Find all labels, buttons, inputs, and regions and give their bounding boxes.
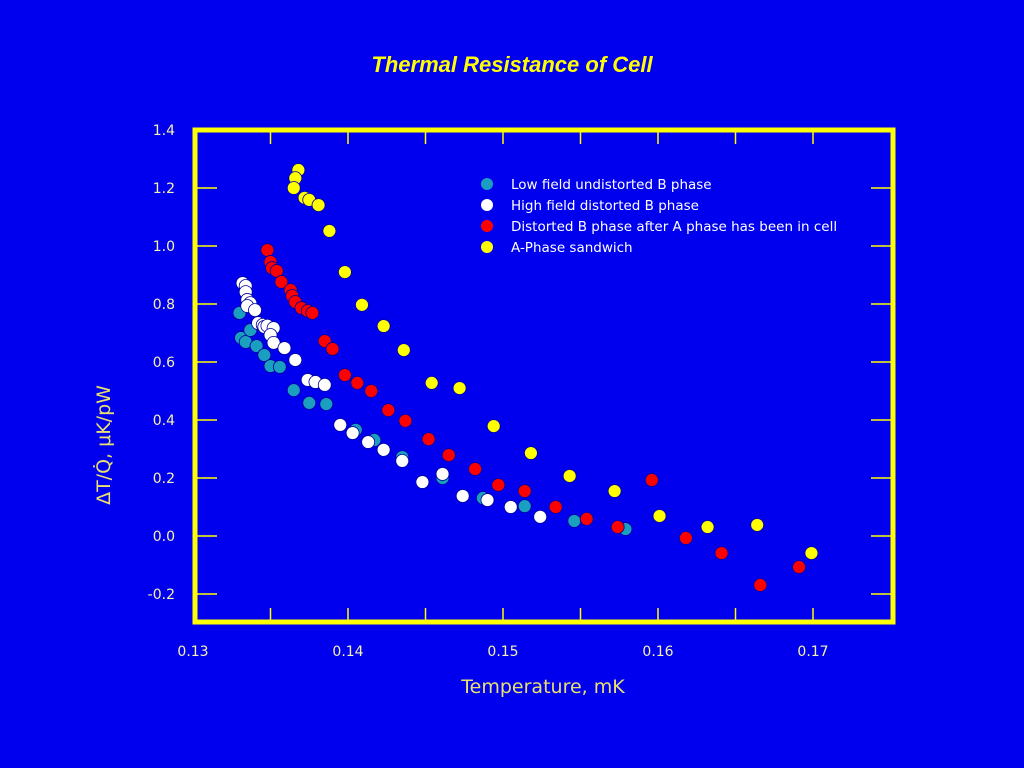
data-point — [355, 297, 369, 312]
data-point — [567, 514, 582, 528]
data-point — [302, 395, 317, 410]
legend-label: Distorted B phase after A phase has been… — [511, 219, 837, 235]
y-tick-label: 1.2 — [153, 181, 175, 197]
legend-marker — [481, 199, 493, 211]
data-point — [421, 432, 436, 447]
data-point — [792, 560, 806, 574]
y-tick-label: 1.4 — [153, 123, 175, 139]
data-point — [455, 489, 470, 503]
data-point — [753, 578, 768, 592]
data-point — [452, 381, 467, 396]
data-point — [248, 303, 262, 317]
data-point — [804, 546, 819, 561]
x-axis-label: Temperature, mK — [460, 676, 625, 698]
data-point — [274, 275, 289, 289]
legend-label: A-Phase sandwich — [511, 240, 633, 256]
data-point — [524, 446, 538, 460]
data-point — [468, 462, 483, 476]
data-point — [491, 478, 506, 492]
legend-marker — [481, 178, 493, 190]
data-point — [607, 484, 622, 498]
data-point — [305, 306, 320, 320]
data-point — [260, 243, 275, 257]
data-point — [503, 500, 518, 514]
data-point — [325, 342, 340, 356]
y-tick-label: 0.2 — [153, 471, 175, 487]
data-point — [317, 378, 332, 392]
data-point — [395, 453, 410, 468]
data-point — [286, 181, 301, 195]
y-tick-label: 0.6 — [153, 355, 175, 371]
series-1 — [235, 276, 548, 524]
data-point — [396, 343, 411, 358]
data-point — [345, 426, 360, 440]
data-point — [424, 375, 439, 390]
data-point — [644, 473, 659, 487]
data-point — [579, 511, 594, 526]
plot-frame — [192, 127, 896, 625]
data-point — [486, 419, 501, 433]
series-3 — [286, 163, 819, 561]
data-point — [415, 475, 430, 489]
data-point — [480, 493, 495, 507]
y-axis-label: ΔT/Q̇, μK/pW — [93, 385, 115, 505]
chart-title: Thermal Resistance of Cell — [371, 52, 653, 77]
data-point — [277, 341, 292, 355]
data-point — [714, 546, 729, 561]
data-point — [350, 375, 365, 390]
legend-marker — [481, 241, 493, 253]
data-point — [441, 448, 456, 462]
data-point — [652, 509, 667, 523]
data-point — [700, 520, 715, 534]
data-point — [435, 467, 450, 481]
data-point — [376, 319, 391, 333]
data-point — [517, 499, 532, 514]
y-tick-label: -0.2 — [148, 587, 175, 603]
data-point — [288, 353, 303, 367]
series-0 — [232, 306, 633, 536]
x-tick-label: 0.15 — [487, 644, 518, 660]
data-point — [322, 224, 337, 238]
data-point — [333, 418, 348, 432]
legend-label: High field distorted B phase — [511, 198, 699, 214]
data-point — [750, 518, 765, 532]
data-point — [364, 384, 379, 398]
data-point — [337, 368, 352, 382]
legend-label: Low field undistorted B phase — [511, 177, 712, 193]
data-point — [610, 520, 625, 534]
data-point — [533, 509, 548, 524]
data-point — [337, 265, 352, 280]
legend-marker — [481, 220, 493, 232]
series-2 — [260, 243, 806, 592]
data-point — [286, 383, 301, 398]
x-tick-label: 0.17 — [797, 644, 828, 660]
x-tick-label: 0.16 — [642, 644, 673, 660]
y-tick-label: 0.8 — [153, 297, 175, 313]
data-point — [562, 469, 577, 483]
data-point — [679, 531, 693, 545]
data-point — [319, 397, 334, 411]
y-tick-label: 1.0 — [153, 239, 175, 255]
y-tick-label: 0.0 — [153, 529, 175, 545]
data-point — [311, 198, 326, 213]
data-point — [249, 339, 264, 353]
data-point — [272, 360, 287, 374]
x-tick-label: 0.13 — [177, 644, 208, 660]
data-point — [548, 500, 563, 514]
data-point — [376, 442, 391, 457]
data-point — [257, 348, 272, 362]
data-point — [381, 403, 396, 418]
data-point — [517, 484, 532, 498]
data-point — [361, 435, 376, 449]
x-tick-label: 0.14 — [332, 644, 363, 660]
data-point — [398, 413, 413, 428]
y-tick-label: 0.4 — [153, 413, 175, 429]
